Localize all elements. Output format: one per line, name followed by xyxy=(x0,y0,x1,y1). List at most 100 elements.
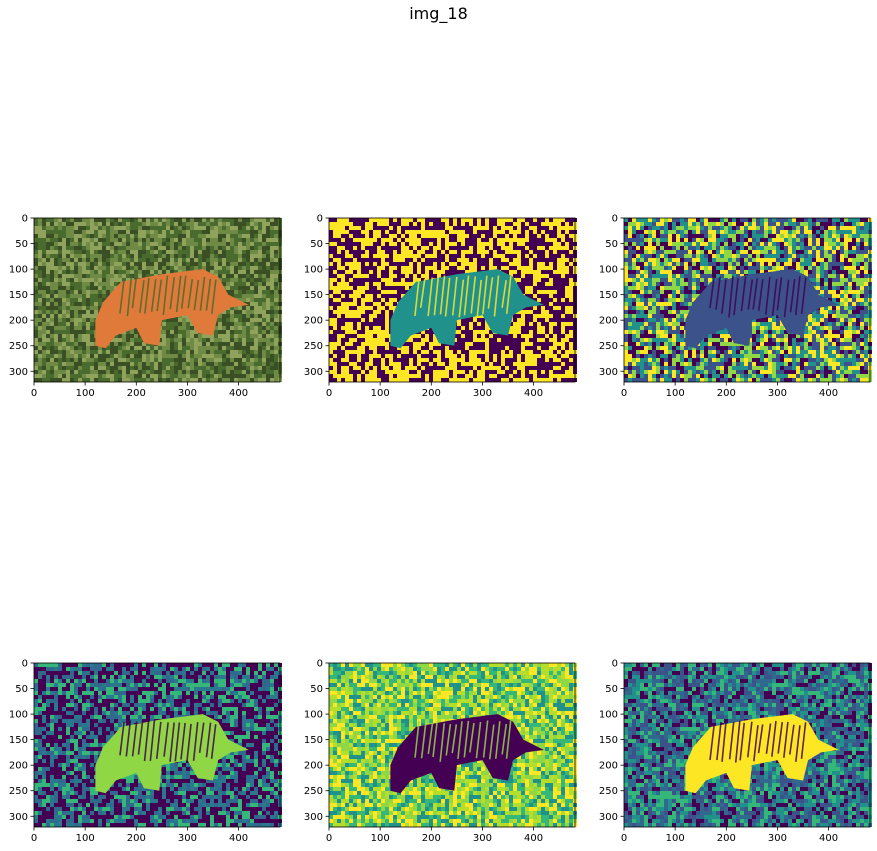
subplot-cluster-map-3: 0 100 200 300 400 0 50 100 150 200 250 300 xyxy=(9,659,282,844)
axes-frame xyxy=(33,662,281,828)
y-tick-label: 150 xyxy=(304,290,323,301)
subplot-cluster-map-1: 0 100 200 300 400 0 50 100 150 200 250 300 xyxy=(304,214,577,399)
y-tick-label: 300 xyxy=(599,367,618,378)
y-tick-label: 200 xyxy=(304,761,323,772)
y-tick-label: 100 xyxy=(304,710,323,721)
image-content xyxy=(329,663,577,827)
tiger-region xyxy=(95,714,249,794)
y-tick-label: 150 xyxy=(9,290,28,301)
y-tick-label: 150 xyxy=(304,735,323,746)
y-tick-label: 50 xyxy=(15,684,28,695)
tiger-region xyxy=(95,269,249,349)
subplot-2-svg: 0 100 200 300 400 0 50 100 150 200 250 300 xyxy=(599,214,872,399)
axes-frame xyxy=(623,662,871,828)
x-tick-label: 300 xyxy=(178,833,197,844)
y-tick-label: 300 xyxy=(304,812,323,823)
x-tick-label: 0 xyxy=(31,833,37,844)
y-tick-label: 250 xyxy=(304,341,323,352)
y-tick-label: 50 xyxy=(15,239,28,250)
x-tick-label: 200 xyxy=(127,388,146,399)
y-tick-label: 100 xyxy=(304,265,323,276)
axes-frame xyxy=(623,217,871,383)
y-tick-label: 100 xyxy=(599,710,618,721)
axes-frame xyxy=(33,217,281,383)
x-tick-label: 400 xyxy=(229,833,248,844)
axes-frame xyxy=(328,217,576,383)
x-tick-label: 100 xyxy=(371,388,390,399)
y-tick-label: 300 xyxy=(9,812,28,823)
y-tick-label: 200 xyxy=(599,761,618,772)
x-tick-label: 200 xyxy=(717,833,736,844)
y-tick-label: 150 xyxy=(599,735,618,746)
subplot-cluster-map-2: 0 100 200 300 400 0 50 100 150 200 250 300 xyxy=(599,214,872,399)
y-tick-label: 250 xyxy=(599,786,618,797)
x-tick-label: 100 xyxy=(371,833,390,844)
subplot-cluster-map-4: 0 100 200 300 400 0 50 100 150 200 250 300 xyxy=(304,659,577,844)
axes-frame xyxy=(328,662,576,828)
y-tick-label: 250 xyxy=(599,341,618,352)
y-tick-label: 50 xyxy=(605,239,618,250)
subplot-1-svg: 0 100 200 300 400 0 50 100 150 200 250 300 xyxy=(304,214,577,399)
y-tick-label: 200 xyxy=(599,316,618,327)
image-content xyxy=(34,663,282,827)
y-tick-label: 250 xyxy=(9,341,28,352)
y-tick-label: 0 xyxy=(612,659,618,670)
subplot-cluster-map-5: 0 100 200 300 400 0 50 100 150 200 250 300 xyxy=(599,659,872,844)
y-tick-label: 0 xyxy=(612,214,618,225)
y-tick-label: 0 xyxy=(22,214,28,225)
tiger-region xyxy=(685,714,839,794)
x-tick-label: 0 xyxy=(326,388,332,399)
y-tick-label: 300 xyxy=(599,812,618,823)
x-tick-label: 200 xyxy=(422,388,441,399)
x-tick-label: 0 xyxy=(326,833,332,844)
image-content xyxy=(34,218,282,382)
figure-title: img_18 xyxy=(409,4,468,23)
y-tick-label: 50 xyxy=(310,684,323,695)
x-tick-label: 100 xyxy=(76,833,95,844)
x-tick-label: 300 xyxy=(178,388,197,399)
y-tick-label: 250 xyxy=(9,786,28,797)
x-tick-label: 300 xyxy=(768,833,787,844)
image-content xyxy=(624,663,872,827)
y-tick-label: 0 xyxy=(22,659,28,670)
x-tick-label: 300 xyxy=(473,388,492,399)
x-tick-label: 200 xyxy=(422,833,441,844)
x-tick-label: 200 xyxy=(717,388,736,399)
y-tick-label: 200 xyxy=(9,316,28,327)
y-tick-label: 150 xyxy=(599,290,618,301)
subplot-original-image: 0 100 200 300 400 0 50 100 150 200 250 300 xyxy=(9,214,282,399)
y-tick-label: 50 xyxy=(605,684,618,695)
y-tick-label: 50 xyxy=(310,239,323,250)
subplot-3-svg: 0 100 200 300 400 0 50 100 150 200 250 300 xyxy=(9,659,282,844)
x-tick-label: 300 xyxy=(473,833,492,844)
x-tick-label: 300 xyxy=(768,388,787,399)
y-tick-label: 100 xyxy=(9,710,28,721)
x-tick-label: 200 xyxy=(127,833,146,844)
y-tick-label: 300 xyxy=(9,367,28,378)
x-tick-label: 100 xyxy=(666,388,685,399)
y-tick-label: 100 xyxy=(599,265,618,276)
tiger-region xyxy=(685,269,839,349)
y-tick-label: 200 xyxy=(9,761,28,772)
x-tick-label: 400 xyxy=(819,388,838,399)
y-tick-label: 0 xyxy=(317,659,323,670)
x-tick-label: 0 xyxy=(621,833,627,844)
y-tick-label: 250 xyxy=(304,786,323,797)
y-tick-label: 150 xyxy=(9,735,28,746)
x-tick-label: 400 xyxy=(229,388,248,399)
x-tick-label: 0 xyxy=(621,388,627,399)
x-tick-label: 400 xyxy=(524,388,543,399)
x-tick-label: 400 xyxy=(819,833,838,844)
y-tick-label: 100 xyxy=(9,265,28,276)
image-content xyxy=(624,218,872,382)
y-tick-label: 200 xyxy=(304,316,323,327)
y-tick-label: 0 xyxy=(317,214,323,225)
subplot-0-svg: 0 100 200 300 400 0 50 100 150 200 250 300 xyxy=(9,214,282,399)
subplot-4-svg: 0 100 200 300 400 0 50 100 150 200 250 300 xyxy=(304,659,577,844)
y-tick-label: 300 xyxy=(304,367,323,378)
subplot-5-svg: 0 100 200 300 400 0 50 100 150 200 250 300 xyxy=(599,659,872,844)
image-content xyxy=(329,218,577,382)
x-tick-label: 100 xyxy=(666,833,685,844)
x-tick-label: 0 xyxy=(31,388,37,399)
x-tick-label: 100 xyxy=(76,388,95,399)
